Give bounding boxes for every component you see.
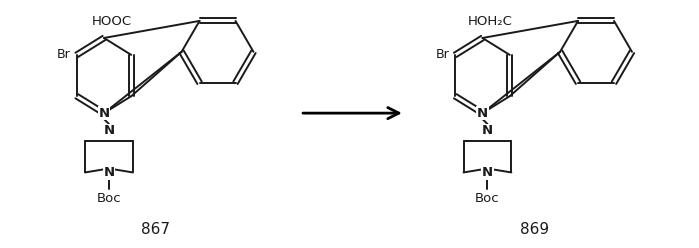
Text: 867: 867 xyxy=(141,222,171,237)
Text: Boc: Boc xyxy=(475,192,500,205)
Text: N: N xyxy=(99,107,110,120)
Text: N: N xyxy=(477,107,488,120)
Text: N: N xyxy=(103,124,115,137)
Text: N: N xyxy=(103,166,115,179)
Text: 869: 869 xyxy=(519,222,549,237)
Text: HOOC: HOOC xyxy=(92,15,132,28)
Text: HOH₂C: HOH₂C xyxy=(468,15,513,28)
Text: Br: Br xyxy=(435,48,449,62)
Text: N: N xyxy=(482,166,493,179)
Text: Boc: Boc xyxy=(96,192,121,205)
Text: N: N xyxy=(482,124,493,137)
Text: Br: Br xyxy=(57,48,71,62)
